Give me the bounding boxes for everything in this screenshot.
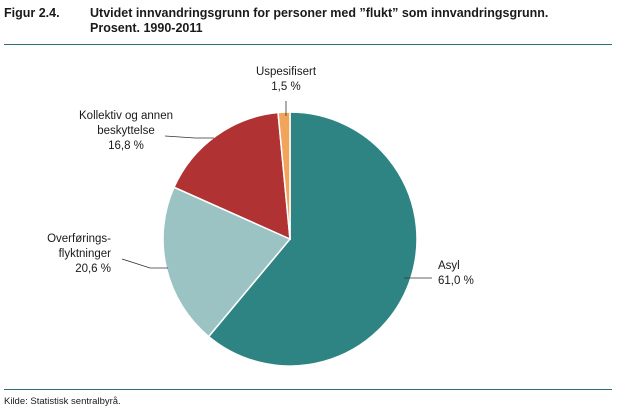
pie-value-label: 61,0 %: [438, 275, 474, 287]
figure-header: Figur 2.4. Utvidet innvandringsgrunn for…: [4, 6, 612, 44]
figure-title: Utvidet innvandringsgrunn for personer m…: [90, 6, 610, 36]
pie-value-label: 20,6 %: [75, 263, 111, 275]
leader-line: [121, 258, 168, 269]
figure-title-line1: Utvidet innvandringsgrunn for personer m…: [90, 6, 549, 20]
leader-line: [164, 135, 214, 139]
figure-number: Figur 2.4.: [4, 6, 60, 20]
figure-title-line2: Prosent. 1990-2011: [90, 21, 203, 35]
pie-category-label: Overførings-: [47, 233, 111, 245]
pie-label-overf-ringsflyktninger: Overførings-flyktninger 20,6 %: [47, 233, 111, 275]
pie-category-label: Uspesifisert: [256, 66, 317, 78]
pie-category-label: Kollektiv og annen: [79, 110, 173, 122]
source-note: Kilde: Statistisk sentralbyrå.: [4, 396, 121, 407]
pie-category-label: flyktninger: [59, 248, 112, 260]
pie-slice-asyl: [207, 111, 418, 367]
pie-chart: Asyl 61,0 % Overførings-flyktninger 20,6 % K…: [47, 66, 474, 367]
pie-slice-kollektiv-og-annen-beskyttelse: [173, 111, 291, 241]
header-rule: [4, 44, 612, 45]
pie-value-label: 1,5 %: [271, 81, 300, 93]
pie-label-uspesifisert: Uspesifisert 1,5 %: [256, 66, 317, 93]
footer-rule: [4, 389, 612, 390]
pie-slice-uspesifisert: [277, 111, 291, 240]
pie-category-label: beskyttelse: [97, 125, 155, 137]
pie-category-label: Asyl: [438, 260, 460, 272]
pie-label-kollektiv-og-annen-beskyttelse: Kollektiv og annen beskyttelse 16,8 %: [79, 110, 173, 152]
pie-label-asyl: Asyl 61,0 %: [438, 260, 474, 287]
pie-value-label: 16,8 %: [108, 140, 144, 152]
